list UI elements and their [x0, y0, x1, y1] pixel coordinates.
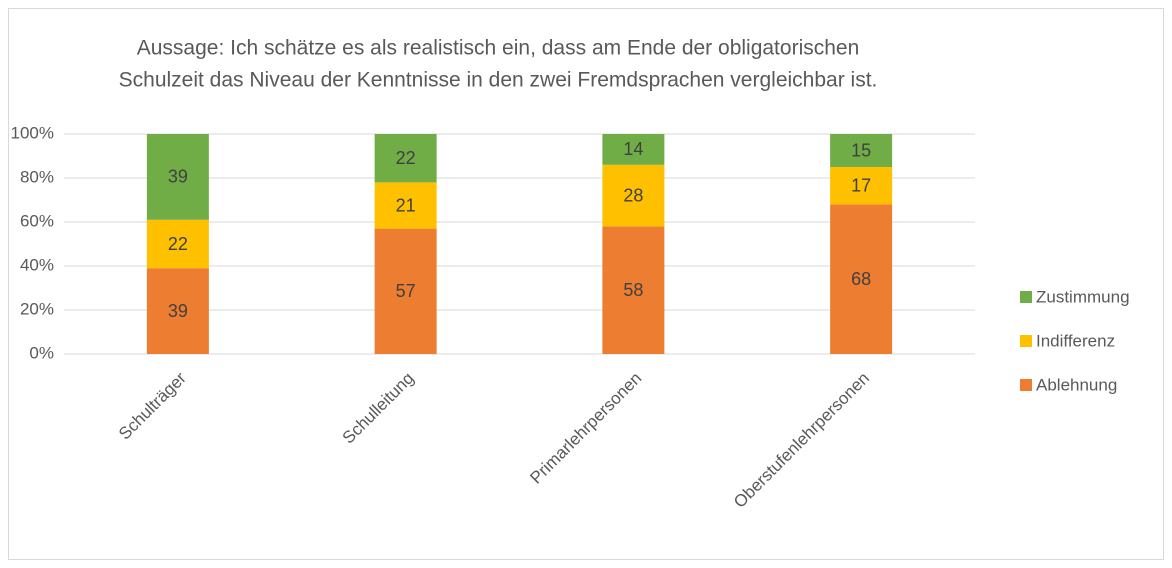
bar-segment [146, 134, 209, 220]
y-tick-label: 100% [11, 123, 54, 142]
legend-label: Indifferenz [1036, 331, 1115, 350]
bar-segment [146, 219, 209, 269]
bar-segment [374, 228, 437, 354]
legend-swatch [1020, 291, 1032, 303]
legend-swatch [1020, 379, 1032, 391]
data-label: 22 [396, 148, 416, 168]
y-tick-label: 60% [20, 211, 54, 230]
legend-label: Zustimmung [1036, 287, 1130, 306]
data-label: 57 [396, 281, 416, 301]
chart-title: Aussage: Ich schätze es als realistisch … [137, 37, 860, 60]
data-label: 15 [851, 140, 871, 160]
bar-segment [830, 204, 893, 354]
data-label: 58 [623, 280, 643, 300]
data-label: 17 [851, 175, 871, 195]
data-label: 14 [623, 139, 643, 159]
data-label: 68 [851, 269, 871, 289]
bar-segment [830, 167, 893, 205]
bar-segment [602, 164, 665, 227]
data-label: 28 [623, 185, 643, 205]
bar-segment [602, 226, 665, 354]
bar-segment [830, 134, 893, 167]
data-label: 22 [168, 234, 188, 254]
bar-segment [374, 182, 437, 229]
data-label: 39 [168, 301, 188, 321]
y-tick-label: 20% [20, 299, 54, 318]
bar-segment [602, 134, 665, 165]
data-label: 21 [396, 195, 416, 215]
legend-label: Ablehnung [1036, 375, 1117, 394]
chart-title: Schulzeit das Niveau der Kenntnisse in d… [119, 69, 878, 92]
data-label: 39 [168, 167, 188, 187]
y-tick-label: 40% [20, 255, 54, 274]
y-tick-label: 80% [20, 167, 54, 186]
legend-swatch [1020, 335, 1032, 347]
y-tick-label: 0% [29, 343, 54, 362]
bar-segment [374, 134, 437, 183]
bar-segment [146, 268, 209, 354]
